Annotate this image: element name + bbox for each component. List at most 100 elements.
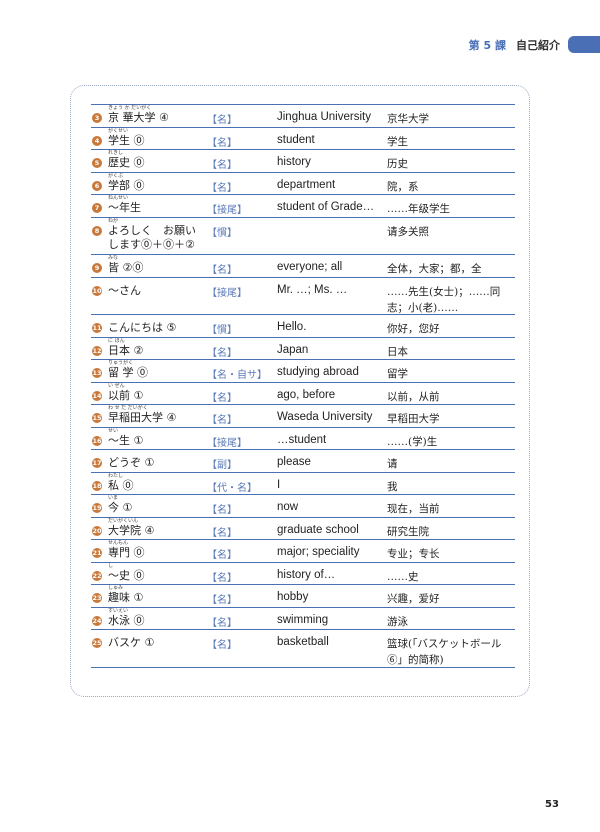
part-of-speech: 【名・自サ】 bbox=[207, 370, 267, 381]
chinese-meaning: 京华大学 bbox=[387, 113, 429, 125]
page-number: 53 bbox=[545, 799, 559, 810]
english-meaning: ago, before bbox=[277, 388, 336, 401]
vocab-row: 21 せんもん 専門 ⓪ 【名】 major; speciality 专业；专长 bbox=[91, 540, 515, 563]
lesson-number: 第 5 課 bbox=[468, 38, 506, 52]
vocab-word: ～生 ① bbox=[108, 433, 144, 447]
entry-number: 21 bbox=[92, 548, 102, 558]
chinese-meaning: 专业；专长 bbox=[387, 548, 440, 560]
furigana: わたし bbox=[108, 472, 124, 479]
part-of-speech: 【接尾】 bbox=[207, 437, 247, 449]
furigana: れきし bbox=[108, 150, 124, 156]
vocab-row: 20 だいがくいん 大学院 ④ 【名】 graduate school 研究生院 bbox=[91, 518, 515, 540]
furigana: しゅみ bbox=[108, 585, 124, 591]
english-meaning: …student bbox=[277, 433, 327, 446]
english-meaning: basketball bbox=[277, 636, 329, 648]
entry-number: 17 bbox=[92, 458, 102, 468]
vocab-word: 学生 ⓪ bbox=[108, 133, 145, 147]
entry-number: 12 bbox=[92, 345, 102, 356]
english-meaning: Jinghua University bbox=[277, 111, 371, 123]
part-of-speech: 【副】 bbox=[207, 460, 237, 471]
english-meaning: Japan bbox=[277, 343, 309, 356]
part-of-speech: 【名】 bbox=[207, 115, 237, 126]
furigana: ねが bbox=[108, 217, 119, 224]
part-of-speech: 【名】 bbox=[207, 617, 237, 629]
chinese-meaning: 请 bbox=[387, 458, 398, 470]
vocabulary-box bbox=[70, 85, 530, 697]
english-meaning: history bbox=[277, 156, 311, 168]
entry-number: 25 bbox=[92, 638, 102, 648]
vocab-row: 10 ～さん 【接尾】 Mr. …; Ms. … ……先生(女士)；……同志；小(老)…… bbox=[91, 278, 515, 315]
part-of-speech: 【名】 bbox=[207, 572, 237, 584]
entry-number: 18 bbox=[92, 480, 102, 491]
part-of-speech: 【名】 bbox=[207, 527, 237, 539]
entry-number: 23 bbox=[92, 593, 102, 603]
vocab-word: 歴史 ⓪ bbox=[108, 156, 145, 169]
vocab-word: 皆 ②⓪ bbox=[108, 261, 144, 274]
vocab-row: 5 れきし 歴史 ⓪ 【名】 history 历史 bbox=[91, 150, 515, 173]
furigana: きょう か だいがく bbox=[108, 105, 152, 111]
vocab-row: 14 い ぜん 以前 ① 【名】 ago, before 以前，从前 bbox=[91, 382, 515, 405]
entry-number: 8 bbox=[92, 225, 102, 236]
chinese-meaning: 全体，大家；都，全 bbox=[387, 263, 482, 275]
furigana: せい bbox=[108, 427, 119, 434]
entry-number: 6 bbox=[92, 180, 102, 191]
vocab-word: ～年生 bbox=[108, 201, 141, 214]
chinese-meaning: 现在，当前 bbox=[387, 503, 440, 515]
part-of-speech: 【代・名】 bbox=[207, 482, 257, 494]
chinese-meaning: 学生 bbox=[387, 135, 408, 148]
vocabulary-table: 3 きょう か だいがく京 華大学 ④ 【名】 Jinghua University 京… bbox=[91, 104, 515, 668]
part-of-speech: 【慣】 bbox=[207, 227, 237, 239]
furigana: い ぜん bbox=[108, 382, 125, 389]
vocab-row: 25 バスケ ① 【名】 basketball 篮球(「バスケットボール⑥」的简称) bbox=[91, 630, 515, 668]
vocab-word: ～さん bbox=[108, 283, 141, 297]
furigana: がくぶ bbox=[108, 172, 124, 179]
part-of-speech: 【名】 bbox=[207, 265, 237, 276]
vocab-word: 京 華大学 ④ bbox=[108, 111, 169, 124]
part-of-speech: 【名】 bbox=[207, 182, 237, 194]
vocab-row: 9 みな皆 ②⓪ 【名】 everyone; all 全体，大家；都，全 bbox=[91, 255, 515, 278]
vocab-row: 23 しゅみ 趣味 ① 【名】 hobby 兴趣，爱好 bbox=[91, 585, 515, 608]
chinese-meaning: ……(学)生 bbox=[387, 435, 438, 448]
entry-number: 15 bbox=[92, 413, 102, 423]
english-meaning: Hello. bbox=[277, 321, 307, 333]
part-of-speech: 【名】 bbox=[207, 640, 237, 651]
furigana: せんもん bbox=[108, 540, 129, 546]
vocab-word: バスケ ① bbox=[108, 636, 155, 649]
english-meaning: history of… bbox=[277, 568, 336, 581]
part-of-speech: 【名】 bbox=[207, 505, 237, 516]
chinese-meaning: 院，系 bbox=[387, 180, 419, 193]
vocab-row: 4 がくせい 学生 ⓪ 【名】 student 学生 bbox=[91, 127, 515, 150]
chinese-meaning: 研究生院 bbox=[387, 525, 429, 538]
part-of-speech: 【慣】 bbox=[207, 325, 237, 336]
entry-number: 9 bbox=[92, 263, 102, 273]
furigana: りゅうがく bbox=[108, 360, 134, 366]
chinese-meaning: 请多关照 bbox=[387, 225, 429, 238]
vocab-row: 7 ねんせい ～年生 【接尾】 student of Grade… ……年级学生 bbox=[91, 195, 515, 218]
vocab-row: 22 し～史 ⓪ 【名】 history of… ……史 bbox=[91, 562, 515, 585]
vocab-word: どうぞ ① bbox=[108, 456, 155, 469]
english-meaning: student of Grade… bbox=[277, 201, 375, 213]
vocab-row: 8 ねが よろしく お願い します⓪＋⓪＋② 【慣】 请多关照 bbox=[91, 217, 515, 255]
english-meaning: student bbox=[277, 133, 315, 146]
english-meaning: major; speciality bbox=[277, 546, 360, 558]
vocab-word: 留 学 ⓪ bbox=[108, 366, 148, 379]
vocab-row: 17 どうぞ ① 【副】 please 请 bbox=[91, 450, 515, 473]
furigana: し bbox=[108, 562, 114, 569]
furigana: に ほん bbox=[108, 337, 125, 344]
vocab-row: 3 きょう か だいがく京 華大学 ④ 【名】 Jinghua University 京… bbox=[91, 105, 515, 128]
chinese-meaning: 日本 bbox=[387, 345, 408, 358]
chinese-meaning: 你好，您好 bbox=[387, 323, 440, 335]
vocab-word: 日本 ② bbox=[108, 343, 144, 357]
entry-number: 19 bbox=[92, 503, 102, 513]
english-meaning: hobby bbox=[277, 591, 309, 603]
vocab-word: 以前 ① bbox=[108, 388, 144, 402]
english-meaning: swimming bbox=[277, 613, 329, 626]
vocab-word: 今 ① bbox=[108, 501, 133, 514]
english-meaning: everyone; all bbox=[277, 261, 343, 273]
english-meaning: department bbox=[277, 178, 336, 191]
entry-number: 5 bbox=[92, 158, 102, 168]
entry-number: 3 bbox=[92, 113, 102, 123]
furigana: がくせい bbox=[108, 127, 129, 134]
english-meaning: graduate school bbox=[277, 523, 359, 536]
furigana: ねんせい bbox=[108, 195, 129, 201]
